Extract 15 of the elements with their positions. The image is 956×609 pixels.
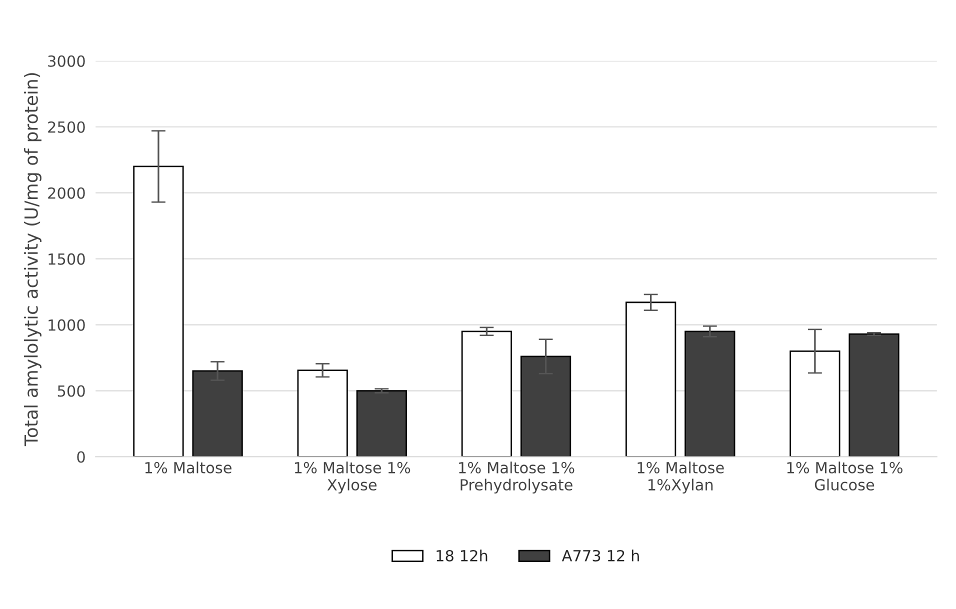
y-tick-label: 1500 (48, 253, 85, 265)
x-tick-label: 1% Maltose 1% Prehydrolysate (459, 462, 574, 494)
y-tick-label: 2000 (48, 187, 85, 199)
y-tick-label: 1000 (48, 319, 85, 331)
y-tick-label: 2500 (48, 121, 85, 133)
x-tick-label: 1% Maltose (145, 462, 232, 474)
legend-label: A773 12 h (562, 550, 639, 562)
y-tick-label: 3000 (48, 55, 85, 67)
x-tick-label: 1% Maltose 1% Xylose (294, 462, 410, 494)
y-axis-title: Total amylolytic activity (U/mg of protein) (24, 73, 42, 446)
y-tick-label: 500 (58, 385, 85, 397)
x-tick-label: 1% Maltose 1% Glucose (787, 462, 902, 491)
y-tick-label: 0 (77, 451, 85, 463)
x-tick-label: 1% Maltose 1%Xylan (638, 462, 724, 494)
legend-label: 18 12h (436, 550, 488, 562)
